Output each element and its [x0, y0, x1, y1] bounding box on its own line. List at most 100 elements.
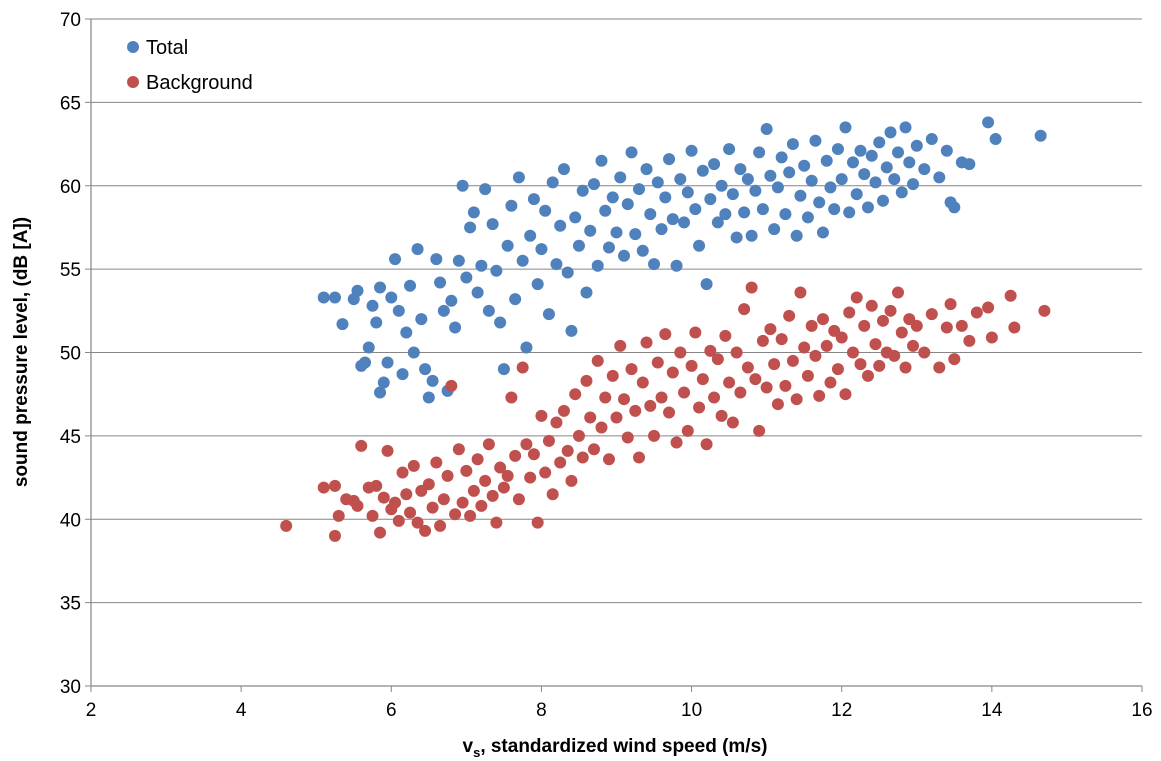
- data-point-total: [546, 176, 559, 189]
- data-point-total: [415, 313, 428, 326]
- data-point-background: [704, 344, 717, 357]
- data-point-total: [531, 278, 544, 291]
- data-point-background: [749, 373, 762, 386]
- data-point-total: [580, 286, 593, 299]
- data-point-background: [629, 404, 642, 417]
- data-point-background: [610, 411, 623, 424]
- data-points: [280, 116, 1051, 542]
- data-point-total: [651, 176, 664, 189]
- data-point-background: [873, 359, 886, 372]
- y-tick-label: 55: [60, 260, 81, 281]
- x-tick-label: 12: [831, 700, 852, 721]
- data-point-background: [396, 466, 409, 479]
- data-point-total: [741, 173, 754, 186]
- data-point-total: [738, 206, 751, 219]
- data-point-total: [726, 188, 739, 201]
- data-point-total: [494, 316, 507, 329]
- data-point-background: [685, 359, 698, 372]
- data-point-background: [460, 464, 473, 477]
- data-point-background: [813, 389, 826, 402]
- data-point-total: [602, 241, 615, 254]
- data-point-total: [389, 253, 402, 266]
- data-point-background: [328, 529, 341, 542]
- data-point-total: [475, 259, 488, 272]
- data-point-total: [482, 304, 495, 317]
- data-point-total: [524, 229, 537, 242]
- data-point-total: [374, 386, 387, 399]
- data-point-total: [877, 194, 890, 207]
- y-tick-label: 50: [60, 344, 81, 365]
- data-point-background: [437, 493, 450, 506]
- y-tick-label: 45: [60, 427, 81, 448]
- data-point-total: [963, 158, 976, 171]
- data-point-background: [726, 416, 739, 429]
- data-point-total: [696, 164, 709, 177]
- data-point-background: [482, 438, 495, 451]
- y-tick-label: 40: [60, 510, 81, 531]
- data-point-total: [918, 163, 931, 176]
- data-point-total: [404, 279, 417, 292]
- data-point-total: [554, 219, 567, 232]
- data-point-background: [633, 451, 646, 464]
- data-point-background: [696, 373, 709, 386]
- data-point-background: [404, 506, 417, 519]
- data-point-total: [704, 193, 717, 206]
- data-point-total: [486, 218, 499, 231]
- data-point-background: [516, 361, 529, 374]
- data-point-total: [794, 189, 807, 202]
- data-point-background: [587, 443, 600, 456]
- data-point-background: [798, 341, 811, 354]
- legend-marker-background: [127, 76, 139, 88]
- data-point-background: [678, 386, 691, 399]
- data-point-background: [892, 286, 905, 299]
- data-point-total: [846, 156, 859, 169]
- data-point-background: [895, 326, 908, 339]
- y-tick-label: 60: [60, 177, 81, 198]
- series-background: [280, 281, 1051, 542]
- data-point-background: [659, 328, 672, 341]
- data-point-total: [678, 216, 691, 229]
- data-point-total: [644, 208, 657, 221]
- data-point-total: [989, 133, 1002, 146]
- data-point-background: [445, 379, 458, 392]
- data-point-total: [910, 139, 923, 152]
- data-point-total: [452, 254, 465, 267]
- data-point-background: [599, 391, 612, 404]
- data-point-background: [861, 369, 874, 382]
- data-point-background: [805, 319, 818, 332]
- data-point-background: [719, 329, 732, 342]
- data-point-total: [734, 163, 747, 176]
- data-point-total: [572, 239, 585, 252]
- data-point-total: [715, 179, 728, 192]
- data-point-background: [760, 381, 773, 394]
- data-point-total: [550, 258, 563, 271]
- data-point-total: [509, 293, 522, 306]
- data-point-background: [843, 306, 856, 319]
- data-point-background: [618, 393, 631, 406]
- data-point-background: [426, 501, 439, 514]
- data-point-total: [565, 324, 578, 337]
- data-point-total: [407, 346, 420, 359]
- data-point-background: [400, 488, 413, 501]
- data-point-background: [745, 281, 758, 294]
- data-point-total: [479, 183, 492, 196]
- data-point-total: [700, 278, 713, 291]
- data-point-total: [640, 163, 653, 176]
- data-point-background: [355, 439, 368, 452]
- data-point-total: [599, 204, 612, 217]
- data-point-background: [794, 286, 807, 299]
- data-point-total: [809, 134, 822, 147]
- y-tick-label: 65: [60, 93, 81, 114]
- data-point-total: [756, 203, 769, 216]
- data-point-total: [614, 171, 627, 184]
- data-point-total: [434, 276, 447, 289]
- data-point-background: [580, 374, 593, 387]
- data-point-total: [850, 188, 863, 201]
- data-point-total: [610, 226, 623, 239]
- data-point-background: [486, 489, 499, 502]
- data-point-background: [648, 429, 661, 442]
- data-point-total: [933, 171, 946, 184]
- data-point-total: [768, 223, 781, 236]
- data-point-background: [542, 434, 555, 447]
